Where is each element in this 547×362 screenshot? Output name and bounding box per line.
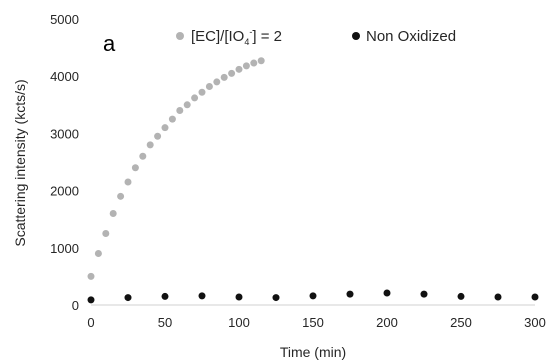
legend-marker-non-oxidized [352, 32, 360, 40]
data-point-non-oxidized [161, 292, 169, 300]
x-tick-labels: 0 50 100 150 200 250 300 [87, 315, 545, 330]
legend-oxidized-subscript: 4 [244, 37, 249, 47]
x-tick-label: 0 [87, 315, 94, 330]
data-point-oxidized [176, 107, 184, 115]
legend: [EC]/[IO4-] = 2 Non Oxidized [176, 27, 456, 47]
data-point-oxidized [213, 78, 221, 86]
data-point-non-oxidized [272, 294, 280, 302]
legend-label-oxidized: [EC]/[IO4-] = 2 [191, 27, 282, 47]
data-points [87, 57, 539, 304]
data-point-non-oxidized [87, 296, 95, 304]
data-point-oxidized [154, 132, 162, 140]
data-point-non-oxidized [198, 292, 206, 300]
data-point-oxidized [228, 69, 236, 77]
data-point-oxidized [168, 115, 176, 123]
y-tick-label: 2000 [50, 184, 79, 199]
data-point-non-oxidized [124, 294, 132, 302]
legend-marker-oxidized [176, 32, 184, 40]
x-tick-label: 100 [228, 315, 250, 330]
panel-label: a [103, 31, 116, 56]
data-point-oxidized [191, 94, 199, 102]
data-point-oxidized [87, 272, 95, 280]
data-point-oxidized [124, 178, 132, 186]
data-point-non-oxidized [494, 293, 502, 301]
x-tick-label: 250 [450, 315, 472, 330]
data-point-oxidized [183, 101, 191, 109]
data-point-non-oxidized [235, 293, 243, 301]
data-point-oxidized [220, 73, 228, 81]
data-point-oxidized [109, 209, 117, 217]
x-tick-label: 300 [524, 315, 546, 330]
data-point-oxidized [205, 82, 213, 90]
data-point-oxidized [257, 57, 265, 65]
x-tick-label: 150 [302, 315, 324, 330]
data-point-non-oxidized [346, 290, 354, 298]
data-point-oxidized [198, 88, 206, 96]
data-point-oxidized [94, 250, 102, 258]
x-tick-label: 200 [376, 315, 398, 330]
x-tick-label: 50 [158, 315, 172, 330]
y-tick-label: 4000 [50, 69, 79, 84]
data-point-oxidized [235, 65, 243, 73]
data-point-non-oxidized [457, 292, 465, 300]
y-tick-label: 3000 [50, 126, 79, 141]
data-point-oxidized [102, 230, 110, 237]
data-point-non-oxidized [531, 293, 539, 301]
y-tick-labels: 0 1000 2000 3000 4000 5000 [50, 12, 79, 313]
data-point-non-oxidized [383, 289, 391, 297]
data-point-oxidized [242, 62, 250, 70]
data-point-oxidized [146, 141, 154, 149]
data-point-oxidized [139, 152, 147, 160]
legend-oxidized-suffix: ] = 2 [252, 28, 282, 45]
data-point-oxidized [131, 164, 139, 172]
data-point-oxidized [117, 192, 125, 200]
legend-oxidized-prefix: [EC]/[IO [191, 28, 244, 45]
y-axis-title: Scattering intensity (kcts/s) [12, 79, 28, 246]
y-tick-label: 0 [72, 298, 79, 313]
legend-oxidized-superscript: - [249, 27, 252, 37]
data-point-oxidized [161, 124, 169, 132]
data-point-non-oxidized [309, 292, 317, 300]
legend-label-non-oxidized: Non Oxidized [366, 28, 456, 45]
data-point-non-oxidized [420, 290, 428, 298]
data-point-oxidized [250, 59, 258, 67]
x-axis-title: Time (min) [280, 344, 346, 360]
y-tick-label: 1000 [50, 241, 79, 256]
y-tick-label: 5000 [50, 12, 79, 27]
